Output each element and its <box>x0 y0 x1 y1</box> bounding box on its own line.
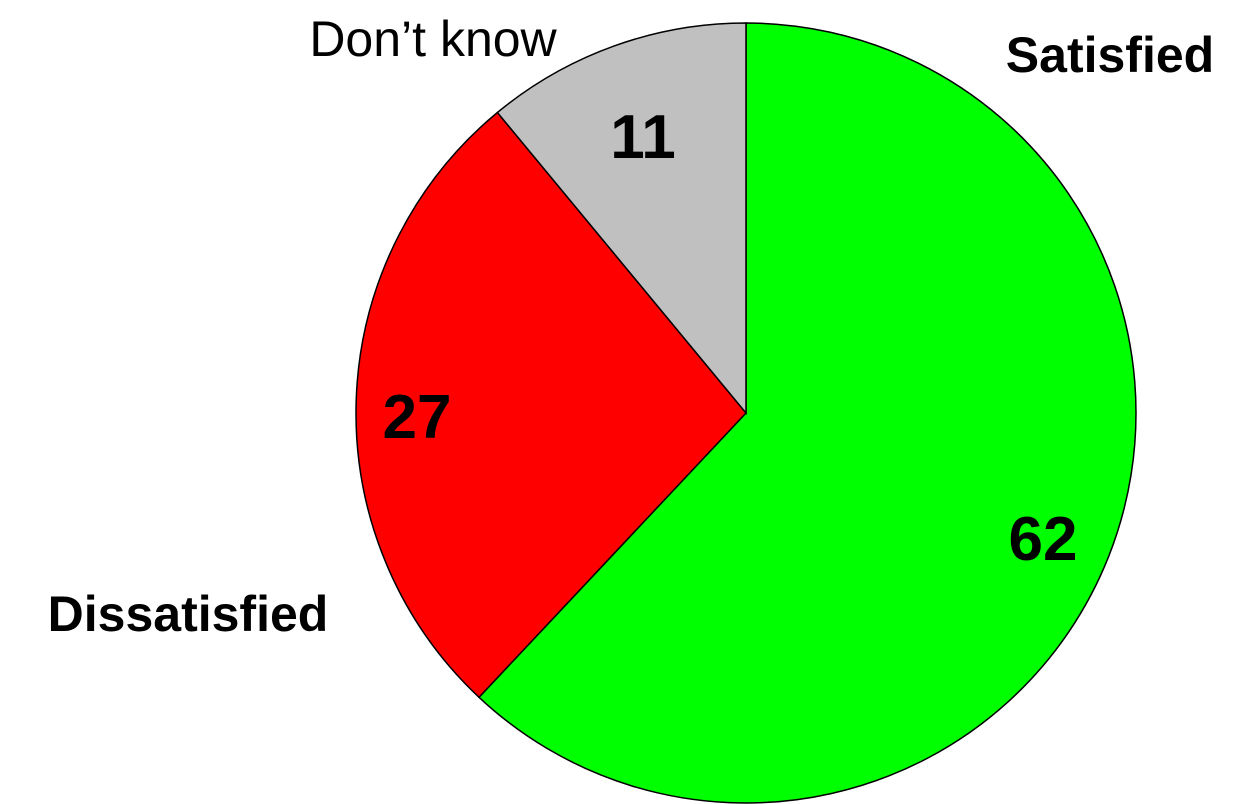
slice-category-label: Dissatisfied <box>48 586 329 642</box>
pie-slices <box>355 22 1137 804</box>
slice-value-label: 11 <box>610 103 676 172</box>
pie-slice-don-t-know <box>496 22 747 416</box>
pie-slice-satisfied <box>477 22 1137 804</box>
pie-labels: 62 Satisfied 27 Dissatisfied 11 Don’t know <box>48 11 1215 642</box>
pie-slice-dissatisfied <box>355 111 747 699</box>
slice-value-label: 62 <box>1009 505 1078 574</box>
slice-category-label: Don’t know <box>309 11 557 67</box>
slice-category-label: Satisfied <box>1006 27 1214 83</box>
slice-value-label: 27 <box>383 383 452 452</box>
